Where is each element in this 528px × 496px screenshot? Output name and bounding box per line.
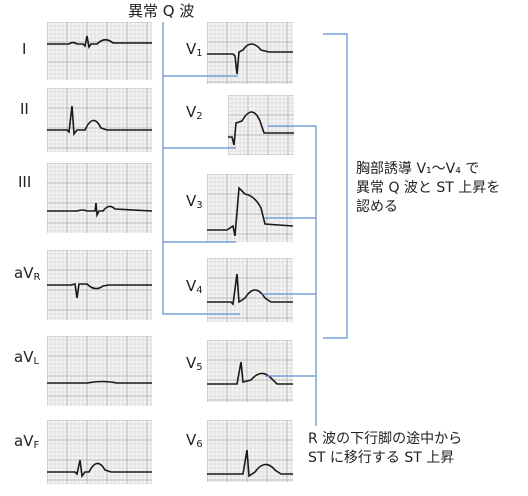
lead-label-V3: V3: [186, 192, 203, 211]
lead-label-V6: V6: [186, 431, 203, 450]
lead-label-aVF: aVF: [14, 432, 40, 451]
ecg-trace: [207, 43, 293, 75]
annotation-line: 異常 Q 波と ST 上昇を: [356, 180, 501, 196]
grid: [207, 258, 293, 322]
ecg-trace: [47, 380, 152, 384]
lead-label-V2: V2: [186, 103, 203, 122]
chest-leads-annotation: 胸部誘導 V₁〜V₄ で 異常 Q 波と ST 上昇を 認める: [356, 160, 500, 217]
grid: [207, 420, 293, 482]
ecg-strip-aVF: [47, 420, 152, 484]
ecg-strip-V2: [228, 95, 294, 155]
ecg-trace: [207, 273, 293, 306]
ecg-strip-V6: [207, 420, 293, 482]
ecg-strip-III: [47, 163, 152, 233]
ecg-strip-V1: [207, 22, 293, 84]
grid: [47, 163, 152, 233]
lead-label-I: I: [22, 40, 27, 58]
ecg-trace: [47, 105, 152, 137]
grid: [47, 22, 152, 80]
ecg-trace: [47, 283, 152, 299]
ecg-trace: [207, 449, 293, 478]
ecg-trace: [47, 35, 152, 50]
ecg-trace: [47, 459, 152, 479]
ecg-strip-V5: [207, 340, 293, 402]
grid: [47, 420, 152, 484]
chest-leads-bracket: [323, 33, 348, 339]
grid: [47, 88, 152, 152]
grid: [47, 336, 152, 406]
ecg-strip-I: [47, 22, 152, 80]
lead-label-aVL: aVL: [14, 348, 40, 367]
lead-label-aVR: aVR: [14, 264, 41, 283]
ecg-trace: [47, 202, 152, 218]
lead-label-II: II: [20, 100, 29, 118]
annotation-line: 認める: [356, 199, 398, 215]
ecg-trace: [207, 186, 293, 237]
annotation-line: ST に移行する ST 上昇: [308, 450, 455, 466]
lead-label-V4: V4: [186, 277, 203, 296]
st-elevation-annotation: R 波の下行脚の途中から ST に移行する ST 上昇: [308, 430, 462, 468]
ecg-strip-aVL: [47, 336, 152, 406]
lead-label-III: III: [18, 173, 32, 191]
annotation-line: R 波の下行脚の途中から: [308, 431, 463, 447]
grid: [207, 340, 293, 402]
ecg-trace: [207, 361, 293, 385]
grid: [207, 22, 293, 84]
ecg-strip-V4: [207, 258, 293, 322]
ecg-strip-V3: [207, 174, 293, 242]
abnormal-q-wave-label: 異常 Q 波: [128, 2, 195, 20]
lead-label-V5: V5: [186, 354, 203, 373]
annotation-line: 胸部誘導 V₁〜V₄ で: [356, 161, 480, 177]
ecg-strip-II: [47, 88, 152, 152]
lead-label-V1: V1: [186, 40, 203, 59]
ecg-strip-aVR: [47, 250, 152, 320]
grid: [207, 174, 293, 242]
